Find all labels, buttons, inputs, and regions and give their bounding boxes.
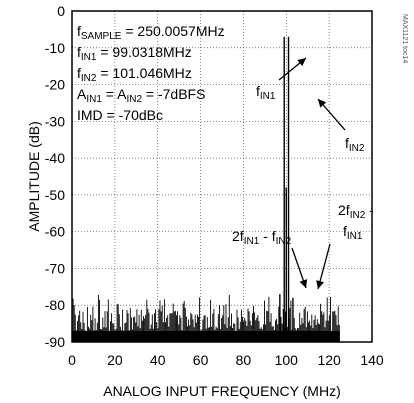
x-tick-label: 120 [317, 352, 341, 368]
y-tick-label: -70 [45, 260, 65, 276]
annotation-line: IMD = -70dBc [77, 107, 163, 123]
noise-floor [71, 294, 340, 342]
y-tick-label: -50 [45, 187, 65, 203]
annotation-line: AIN1 = AIN2 = -7dBFS [77, 86, 205, 105]
x-tick-label: 40 [150, 352, 166, 368]
x-tick-labels: 0 20 40 60 80 100 120 140 [68, 352, 384, 368]
fin2-label: fIN2 [345, 135, 365, 154]
y-tick-label: 0 [57, 3, 65, 19]
annotation-line: fIN1 = 99.0318MHz [77, 44, 192, 63]
y-tick-label: -40 [45, 150, 65, 166]
noise-base [72, 330, 340, 342]
y-tick-label: -10 [45, 40, 65, 56]
x-tick-label: 0 [68, 352, 76, 368]
imd-left-label: 2fIN1 - fIN2 [232, 228, 292, 247]
y-tick-labels: 0 -10 -20 -30 -40 -50 -60 -70 -80 -90 [45, 3, 65, 350]
y-tick-label: -20 [45, 77, 65, 93]
x-tick-label: 20 [107, 352, 123, 368]
annotations: fSAMPLE = 250.0057MHz fIN1 = 99.0318MHz fI… [77, 23, 374, 247]
grid [72, 11, 372, 342]
y-tick-label: -80 [45, 297, 65, 313]
x-axis-label: ANALOG INPUT FREQUENCY (MHz) [103, 383, 341, 399]
x-tick-label: 80 [236, 352, 252, 368]
x-tick-label: 100 [275, 352, 299, 368]
fin1-label: fIN1 [256, 83, 276, 102]
arrow-head [299, 279, 308, 288]
arrow-head [318, 99, 327, 108]
figure-id-label: MAX1121 toc14 [401, 14, 408, 63]
arrow-head [297, 58, 306, 67]
y-tick-label: -90 [45, 334, 65, 350]
peaks [279, 36, 294, 342]
imd-right-label-line1: 2fIN2 - [338, 202, 374, 221]
y-tick-label: -30 [45, 113, 65, 129]
plot-frame [71, 10, 373, 343]
annotation-line: fSAMPLE = 250.0057MHz [77, 23, 225, 42]
y-tick-label: -60 [45, 224, 65, 240]
x-tick-label: 60 [193, 352, 209, 368]
arrow-head [316, 280, 324, 289]
imd-right-label-line2: fIN1 [343, 223, 363, 242]
annotation-line: fIN2 = 101.046MHz [77, 65, 192, 84]
y-axis-label: AMPLITUDE (dB) [26, 121, 42, 231]
annotation-arrows [278, 57, 346, 290]
x-tick-label: 140 [360, 352, 384, 368]
